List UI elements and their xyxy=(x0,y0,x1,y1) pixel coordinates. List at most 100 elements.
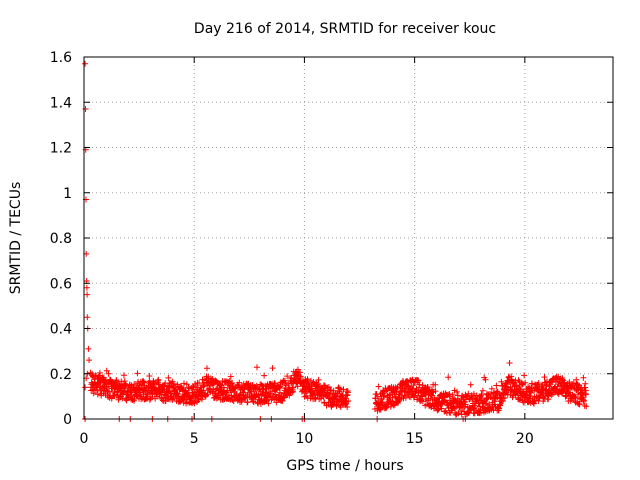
data-point xyxy=(327,390,334,397)
data-point xyxy=(519,381,526,388)
data-point xyxy=(545,396,552,403)
data-point xyxy=(345,398,352,405)
data-point xyxy=(84,314,91,321)
data-point xyxy=(477,406,484,413)
data-point xyxy=(506,359,513,366)
data-point xyxy=(103,367,110,374)
data-point xyxy=(432,388,439,395)
data-point xyxy=(419,398,426,405)
data-point xyxy=(264,397,271,404)
data-point xyxy=(312,395,319,402)
data-point xyxy=(548,391,555,398)
data-point xyxy=(141,379,148,386)
data-point xyxy=(177,398,184,405)
data-point xyxy=(120,372,127,379)
x-tick-label: 10 xyxy=(296,431,314,447)
data-point xyxy=(82,106,89,113)
data-point xyxy=(229,380,236,387)
x-tick-label: 15 xyxy=(406,431,424,447)
data-point xyxy=(315,376,322,383)
data-point xyxy=(128,392,135,399)
data-point xyxy=(507,383,514,390)
data-point xyxy=(488,385,495,392)
data-point xyxy=(393,388,400,395)
data-point xyxy=(445,374,452,381)
data-point xyxy=(85,345,92,352)
data-point xyxy=(155,381,162,388)
y-tick-label: 1.2 xyxy=(50,141,72,157)
data-point xyxy=(573,376,580,383)
data-point xyxy=(276,389,283,396)
data-point xyxy=(383,404,390,411)
data-point xyxy=(279,397,286,404)
data-point xyxy=(269,365,276,372)
data-point xyxy=(386,392,393,399)
data-point xyxy=(280,394,287,401)
y-tick-label: 1 xyxy=(63,186,72,202)
data-point xyxy=(576,401,583,408)
data-point xyxy=(408,388,415,395)
data-point xyxy=(131,381,138,388)
data-point xyxy=(96,369,103,376)
data-point xyxy=(301,393,308,400)
data-point xyxy=(203,365,210,372)
data-point xyxy=(82,384,89,391)
grid xyxy=(84,57,613,419)
data-point xyxy=(496,401,503,408)
data-point xyxy=(525,386,532,393)
data-point xyxy=(435,406,442,413)
data-point xyxy=(82,60,89,67)
data-point xyxy=(230,398,237,405)
data-point xyxy=(277,383,284,390)
data-point xyxy=(210,386,217,393)
data-point xyxy=(227,373,234,380)
data-point xyxy=(340,386,347,393)
data-point xyxy=(336,385,343,392)
data-point xyxy=(165,374,172,381)
data-point xyxy=(344,389,351,396)
data-point xyxy=(574,381,581,388)
data-point xyxy=(183,381,190,388)
data-point xyxy=(96,372,103,379)
y-tick-label: 0.4 xyxy=(50,322,72,338)
data-point xyxy=(253,364,260,371)
data-point xyxy=(284,373,291,380)
data-point xyxy=(344,404,351,411)
data-point xyxy=(183,396,190,403)
data-point xyxy=(247,387,254,394)
data-point xyxy=(122,383,129,390)
data-point xyxy=(446,391,453,398)
data-point xyxy=(156,381,163,388)
chart-title: Day 216 of 2014, SRMTID for receiver kou… xyxy=(194,21,496,37)
data-point xyxy=(582,380,589,387)
data-point xyxy=(271,380,278,387)
data-point xyxy=(484,395,491,402)
data-point xyxy=(198,396,205,403)
data-point xyxy=(538,389,545,396)
data-point xyxy=(290,384,297,391)
data-point xyxy=(497,402,504,409)
data-point xyxy=(151,380,158,387)
data-point xyxy=(554,383,561,390)
data-point xyxy=(255,392,262,399)
data-point xyxy=(541,374,548,381)
data-point xyxy=(535,380,542,387)
data-point xyxy=(90,390,97,397)
data-point xyxy=(83,284,90,291)
data-point xyxy=(282,377,289,384)
data-point xyxy=(583,403,590,410)
data-point xyxy=(410,382,417,389)
data-point xyxy=(236,379,243,386)
data-point xyxy=(583,391,590,398)
data-point xyxy=(402,394,409,401)
data-point xyxy=(529,380,536,387)
data-point xyxy=(522,379,529,386)
data-point xyxy=(521,372,528,379)
data-point xyxy=(134,370,141,377)
data-point xyxy=(438,405,445,412)
data-point xyxy=(580,397,587,404)
data-point xyxy=(486,401,493,408)
data-point xyxy=(408,385,415,392)
data-point xyxy=(140,378,147,385)
data-point xyxy=(453,388,460,395)
